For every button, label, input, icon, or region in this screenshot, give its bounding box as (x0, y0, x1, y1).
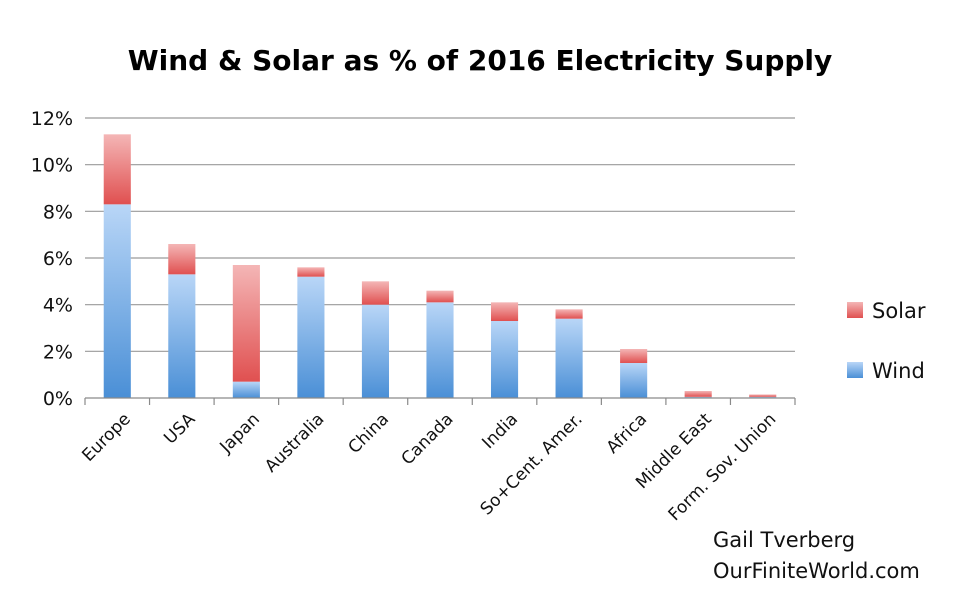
x-tick-label: Australia (261, 409, 328, 476)
gridlines (85, 117, 795, 352)
x-tick-label: Form. Sov. Union (665, 409, 781, 525)
y-tick-label: 2% (43, 341, 73, 363)
bar-wind-africa (620, 363, 648, 398)
bar-solar-canada (426, 290, 454, 303)
legend-swatch-wind (847, 362, 863, 378)
x-tick-label: Japan (216, 409, 264, 457)
x-tick-label: Europe (78, 409, 134, 465)
bar-solar-so-cent-amer- (555, 309, 583, 319)
bar-wind-india (490, 321, 519, 398)
y-axis-ticks: 0% 2% 4% 6% 8% 10% 12% (31, 108, 73, 410)
bar-wind-canada (426, 302, 454, 398)
x-tick-label: Canada (398, 409, 458, 469)
bar-wind-australia (297, 276, 325, 398)
bar-solar-japan (232, 265, 260, 382)
bar-wind-europe (103, 204, 131, 398)
y-tick-label: 8% (43, 201, 73, 223)
x-axis (84, 397, 796, 405)
bar-solar-africa (620, 349, 648, 363)
chart-title: Wind & Solar as % of 2016 Electricity Su… (128, 44, 833, 77)
credit-site: OurFiniteWorld.com (713, 559, 920, 583)
credit-author: Gail Tverberg (713, 528, 855, 552)
legend-label-wind: Wind (872, 359, 925, 383)
x-tick-label: India (478, 409, 522, 453)
x-tick-label: China (345, 409, 393, 457)
bar-solar-india (490, 302, 519, 321)
y-tick-label: 4% (43, 295, 73, 317)
y-tick-label: 10% (31, 155, 73, 177)
x-tick-label: Africa (603, 409, 651, 457)
y-tick-label: 6% (43, 248, 73, 270)
bar-solar-europe (103, 134, 131, 205)
legend: Solar Wind (847, 299, 926, 383)
bar-solar-australia (297, 267, 325, 277)
bars (103, 134, 777, 398)
legend-swatch-solar (847, 302, 863, 318)
bar-wind-so-cent-amer- (555, 318, 583, 398)
bar-solar-usa (168, 244, 196, 275)
y-tick-label: 12% (31, 108, 73, 130)
bar-wind-china (361, 304, 390, 398)
legend-label-solar: Solar (872, 299, 926, 323)
bar-solar-form-sov-union (749, 394, 777, 397)
bar-solar-china (361, 281, 390, 305)
y-tick-label: 0% (43, 388, 73, 410)
bar-wind-japan (232, 381, 260, 398)
x-tick-label: USA (160, 409, 199, 448)
bar-wind-usa (168, 274, 196, 398)
bar-solar-middle-east (684, 391, 712, 397)
